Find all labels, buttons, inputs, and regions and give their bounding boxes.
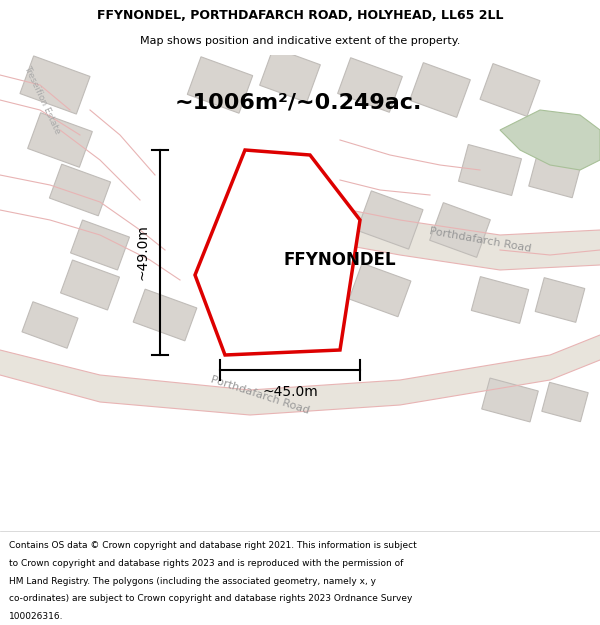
Polygon shape — [195, 150, 360, 355]
Polygon shape — [290, 200, 600, 270]
Bar — [260, 48, 320, 102]
Bar — [529, 152, 581, 198]
Text: Porthdafarch Road: Porthdafarch Road — [209, 374, 311, 416]
Bar — [535, 278, 585, 322]
Text: Map shows position and indicative extent of the property.: Map shows position and indicative extent… — [140, 36, 460, 46]
Bar — [71, 220, 130, 270]
Bar — [22, 302, 78, 348]
Bar — [258, 289, 322, 341]
Text: co-ordinates) are subject to Crown copyright and database rights 2023 Ordnance S: co-ordinates) are subject to Crown copyr… — [9, 594, 412, 603]
Bar — [49, 164, 110, 216]
Text: 100026316.: 100026316. — [9, 612, 64, 621]
Text: Treseifion Estate: Treseifion Estate — [22, 64, 62, 136]
Text: Contains OS data © Crown copyright and database right 2021. This information is : Contains OS data © Crown copyright and d… — [9, 541, 417, 551]
Bar — [357, 191, 423, 249]
Text: ~49.0m: ~49.0m — [135, 224, 149, 281]
Text: ~45.0m: ~45.0m — [262, 385, 318, 399]
Bar — [410, 62, 470, 118]
Bar — [20, 56, 90, 114]
Bar — [349, 263, 411, 317]
Text: FFYNONDEL, PORTHDAFARCH ROAD, HOLYHEAD, LL65 2LL: FFYNONDEL, PORTHDAFARCH ROAD, HOLYHEAD, … — [97, 9, 503, 22]
Bar — [338, 58, 403, 112]
Bar — [472, 277, 529, 323]
Text: to Crown copyright and database rights 2023 and is reproduced with the permissio: to Crown copyright and database rights 2… — [9, 559, 403, 568]
Bar — [542, 382, 588, 422]
Text: ~1006m²/~0.249ac.: ~1006m²/~0.249ac. — [175, 92, 422, 112]
Text: Porthdafarch Road: Porthdafarch Road — [428, 226, 532, 254]
Text: FFYNONDEL: FFYNONDEL — [284, 251, 397, 269]
Bar — [133, 289, 197, 341]
Bar — [482, 378, 538, 422]
Bar — [480, 64, 540, 116]
Text: HM Land Registry. The polygons (including the associated geometry, namely x, y: HM Land Registry. The polygons (includin… — [9, 576, 376, 586]
Polygon shape — [0, 335, 600, 415]
Bar — [430, 202, 490, 258]
Bar — [187, 57, 253, 113]
Bar — [61, 260, 119, 310]
Bar — [458, 144, 521, 196]
Polygon shape — [500, 110, 600, 170]
Bar — [28, 112, 92, 168]
